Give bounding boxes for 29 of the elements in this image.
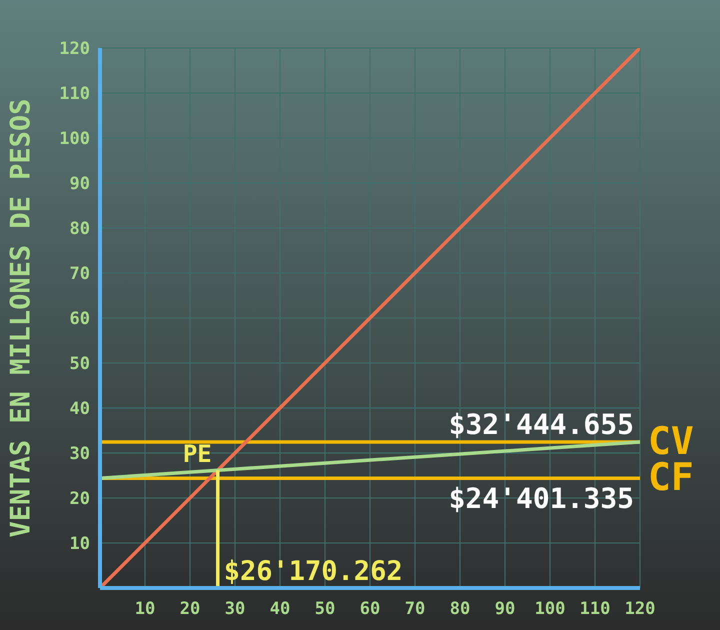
ref-line-label: $32'444.655	[448, 408, 634, 441]
x-tick-label: 40	[270, 599, 290, 620]
y-tick-label: 70	[70, 264, 90, 284]
x-tick-label: 80	[450, 599, 470, 620]
x-tick-label: 30	[224, 599, 246, 620]
annotation: PE	[182, 440, 212, 468]
y-tick-label: 30	[70, 444, 90, 464]
annotation: $26'170.262	[224, 556, 403, 587]
y-tick-label: 100	[59, 129, 90, 150]
ref-line-label: $24'401.335	[448, 482, 634, 516]
y-tick-label: 80	[70, 219, 90, 240]
y-tick-label: 50	[70, 354, 90, 374]
x-tick-label: 20	[180, 599, 200, 620]
y-axis-title: VENTAS EN MILLONES DE PESOS	[6, 98, 37, 538]
x-tick-label: 120	[624, 599, 656, 620]
x-tick-label: 50	[314, 599, 336, 620]
y-tick-label: 110	[59, 84, 90, 104]
y-tick-label: 20	[70, 489, 90, 510]
y-tick-label: 40	[70, 399, 90, 420]
x-tick-label: 100	[534, 599, 566, 620]
x-tick-label: 10	[134, 599, 156, 620]
x-tick-label: 110	[580, 599, 610, 620]
x-tick-label: 70	[404, 599, 426, 620]
y-tick-label: 60	[70, 309, 90, 330]
x-tick-label: 60	[360, 599, 380, 620]
y-tick-label: 120	[59, 39, 90, 60]
x-tick-label: 90	[494, 599, 516, 620]
y-tick-label: 10	[70, 534, 90, 554]
y-tick-label: 90	[70, 174, 90, 194]
